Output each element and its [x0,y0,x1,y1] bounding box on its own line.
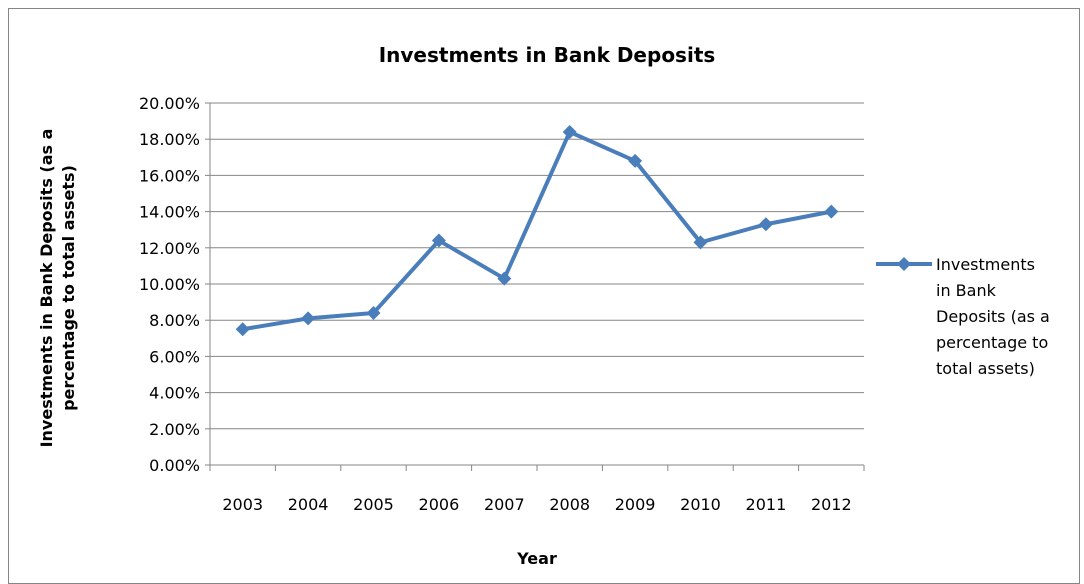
legend-label-line: in Bank [936,281,997,300]
data-point-marker [758,217,773,232]
x-tick-label: 2012 [811,495,852,514]
x-tick-label: 2008 [549,495,590,514]
y-tick-label: 2.00% [149,420,200,439]
x-tick-label: 2006 [419,495,460,514]
x-tick-label: 2009 [615,495,656,514]
data-point-marker [431,233,446,248]
y-axis-title-line-1: Investments in Bank Deposits (as a [37,129,56,448]
y-tick-label: 0.00% [149,456,200,475]
data-point-marker [693,235,708,250]
legend-label-line: total assets) [936,359,1035,378]
y-tick-label: 4.00% [149,384,200,403]
y-tick-label: 12.00% [139,239,200,258]
x-tick-label: 2007 [484,495,525,514]
data-point-marker [301,311,316,326]
x-axis-title: Year [516,549,557,568]
legend-marker [897,257,911,271]
data-point-marker [235,322,250,337]
data-point-marker [366,305,381,320]
y-tick-label: 20.00% [139,94,200,113]
y-tick-label: 14.00% [139,203,200,222]
y-axis-title-line-2: percentage to total assets) [59,165,78,411]
data-point-marker [562,124,577,139]
chart-frame [8,8,1080,584]
gridlines [209,102,864,466]
y-axis-ticks: 0.00% 2.00% 4.00% 6.00% 8.00% 10.00% 12.00% 14.… [139,94,210,475]
series-group [235,124,839,337]
y-axis-title: Investments in Bank Deposits (as a perce… [37,129,78,448]
x-tick-label: 2003 [222,495,263,514]
legend-label-line: Investments [936,255,1035,274]
series-line [240,129,834,332]
x-tick-label: 2005 [353,495,394,514]
data-point-marker [497,271,512,286]
data-point-marker [628,153,643,168]
y-tick-label: 10.00% [139,275,200,294]
x-tick-label: 2011 [746,495,787,514]
chart-title: Investments in Bank Deposits [379,43,716,67]
y-tick-label: 6.00% [149,347,200,366]
legend-label-line: Deposits (as a [936,307,1050,326]
y-tick-label: 16.00% [139,166,200,185]
data-point-marker [824,204,839,219]
x-axis-ticks: 2003 2004 2005 2006 2007 2008 2009 2010 2011 2012 [209,465,865,514]
legend: Investments in Bank Deposits (as a percenta… [876,255,1050,378]
x-tick-label: 2010 [680,495,721,514]
x-tick-label: 2004 [288,495,329,514]
y-tick-label: 18.00% [139,130,200,149]
y-tick-label: 8.00% [149,311,200,330]
legend-label-line: percentage to [936,333,1048,352]
